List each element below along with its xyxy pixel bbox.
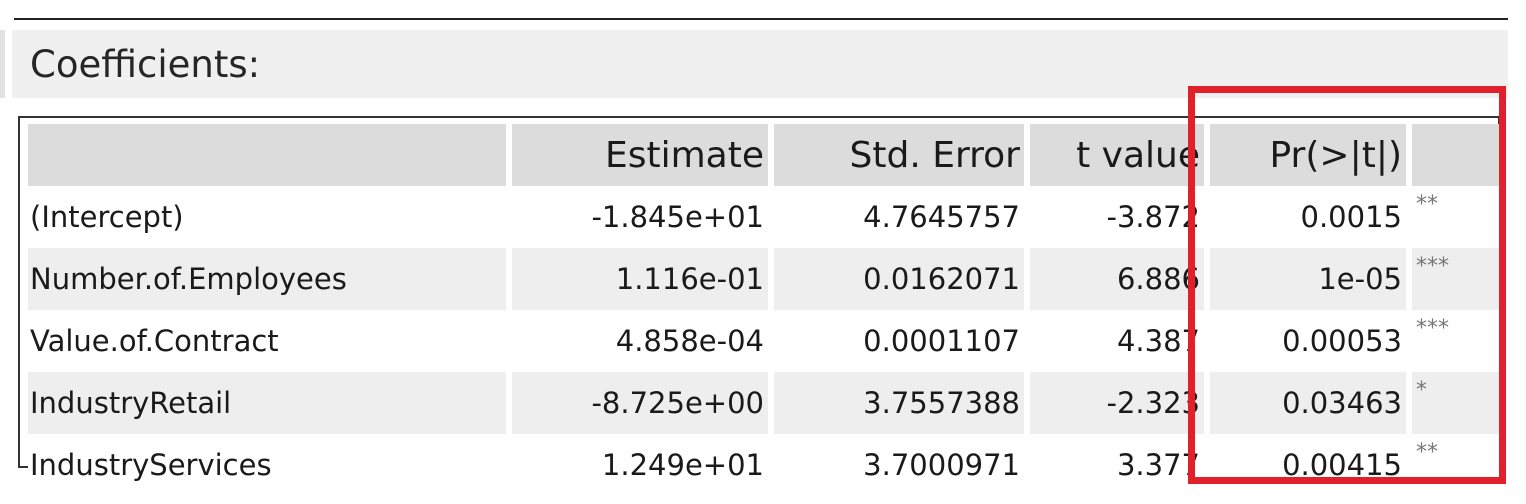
top-divider — [14, 18, 1508, 20]
signif-stars: *** — [1412, 310, 1500, 372]
estimate-cell: -1.845e+01 — [512, 186, 774, 248]
table-row: Value.of.Contract 4.858e-04 0.0001107 4.… — [28, 310, 1500, 372]
signif-stars: ** — [1412, 186, 1500, 248]
t-value-cell: -3.872 — [1030, 186, 1210, 248]
estimate-cell: 4.858e-04 — [512, 310, 774, 372]
t-value-cell: -2.323 — [1030, 372, 1210, 434]
p-value-cell: 0.03463 — [1210, 372, 1412, 434]
p-value-cell: 0.00415 — [1210, 434, 1412, 496]
t-value-cell: 6.886 — [1030, 248, 1210, 310]
signif-stars: *** — [1412, 248, 1500, 310]
row-name: Value.of.Contract — [28, 310, 512, 372]
row-name: (Intercept) — [28, 186, 512, 248]
estimate-cell: 1.249e+01 — [512, 434, 774, 496]
table-header-row: Estimate Std. Error t value Pr(>|t|) — [28, 124, 1500, 186]
header-p-value: Pr(>|t|) — [1210, 124, 1412, 186]
table-row: Number.of.Employees 1.116e-01 0.0162071 … — [28, 248, 1500, 310]
t-value-cell: 3.377 — [1030, 434, 1210, 496]
std-error-cell: 3.7000971 — [774, 434, 1030, 496]
coefficients-table: Estimate Std. Error t value Pr(>|t|) (In… — [28, 124, 1500, 496]
std-error-cell: 4.7645757 — [774, 186, 1030, 248]
table-row: IndustryServices 1.249e+01 3.7000971 3.3… — [28, 434, 1500, 496]
signif-stars: * — [1412, 372, 1500, 434]
header-estimate: Estimate — [512, 124, 774, 186]
table-row: (Intercept) -1.845e+01 4.7645757 -3.872 … — [28, 186, 1500, 248]
p-value-cell: 0.0015 — [1210, 186, 1412, 248]
std-error-cell: 0.0001107 — [774, 310, 1030, 372]
row-name: IndustryRetail — [28, 372, 512, 434]
row-name: Number.of.Employees — [28, 248, 512, 310]
header-std-error: Std. Error — [774, 124, 1030, 186]
section-title: Coefficients: — [30, 43, 261, 86]
signif-stars: ** — [1412, 434, 1500, 496]
p-value-cell: 0.00053 — [1210, 310, 1412, 372]
header-t-value: t value — [1030, 124, 1210, 186]
header-signif — [1412, 124, 1500, 186]
std-error-cell: 0.0162071 — [774, 248, 1030, 310]
t-value-cell: 4.387 — [1030, 310, 1210, 372]
header-rowname — [28, 124, 512, 186]
p-value-cell: 1e-05 — [1210, 248, 1412, 310]
section-left-accent — [0, 30, 5, 98]
std-error-cell: 3.7557388 — [774, 372, 1030, 434]
estimate-cell: -8.725e+00 — [512, 372, 774, 434]
row-name: IndustryServices — [28, 434, 512, 496]
estimate-cell: 1.116e-01 — [512, 248, 774, 310]
table-row: IndustryRetail -8.725e+00 3.7557388 -2.3… — [28, 372, 1500, 434]
